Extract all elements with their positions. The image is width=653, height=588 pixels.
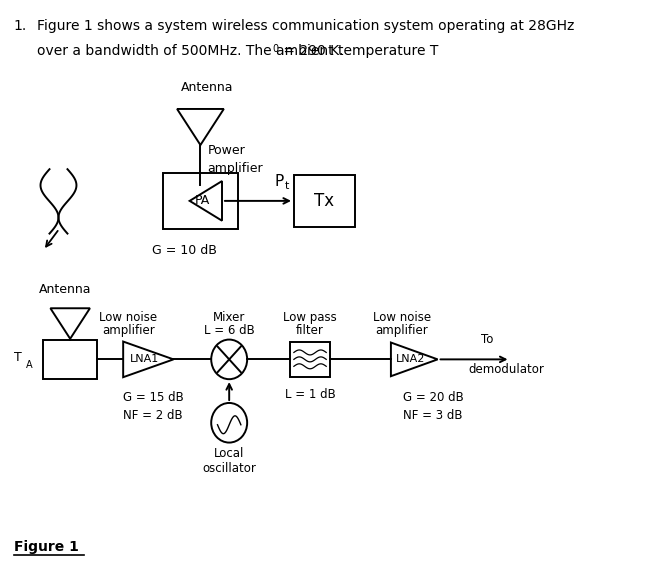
Text: 0: 0 — [272, 44, 278, 54]
Text: G = 20 dB: G = 20 dB — [404, 391, 464, 404]
Text: amplifier: amplifier — [375, 323, 428, 336]
Text: Low noise: Low noise — [99, 310, 157, 324]
Text: Power: Power — [208, 144, 246, 158]
Text: Mixer: Mixer — [213, 310, 246, 324]
Text: G = 10 dB: G = 10 dB — [152, 245, 217, 258]
Text: Tx: Tx — [314, 192, 334, 210]
Text: amplifier: amplifier — [208, 162, 263, 175]
Text: filter: filter — [296, 323, 324, 336]
Bar — [43, 339, 97, 379]
Bar — [291, 342, 330, 377]
Bar — [294, 175, 355, 226]
Text: 1.: 1. — [14, 19, 27, 32]
Text: P: P — [274, 173, 283, 189]
Text: t: t — [285, 181, 289, 191]
Text: demodulator: demodulator — [468, 363, 544, 376]
Text: Local: Local — [214, 446, 244, 460]
Text: Figure 1: Figure 1 — [14, 540, 79, 553]
Bar — [163, 173, 238, 229]
Text: Antenna: Antenna — [181, 81, 233, 94]
Text: L = 6 dB: L = 6 dB — [204, 323, 255, 336]
Text: amplifier: amplifier — [102, 323, 155, 336]
Text: = 290 K.: = 290 K. — [279, 44, 343, 58]
Text: Figure 1 shows a system wireless communication system operating at 28GHz: Figure 1 shows a system wireless communi… — [37, 19, 574, 32]
Text: NF = 2 dB: NF = 2 dB — [123, 409, 183, 422]
Text: LNA1: LNA1 — [130, 355, 159, 365]
Text: over a bandwidth of 500MHz. The ambient temperature T: over a bandwidth of 500MHz. The ambient … — [37, 44, 438, 58]
Text: LNA2: LNA2 — [396, 355, 425, 365]
Text: T: T — [14, 351, 22, 364]
Text: Low pass: Low pass — [283, 310, 337, 324]
Text: A: A — [26, 360, 33, 370]
Text: oscillator: oscillator — [202, 462, 256, 475]
Text: L = 1 dB: L = 1 dB — [285, 388, 336, 401]
Text: Antenna: Antenna — [39, 283, 91, 296]
Text: G = 15 dB: G = 15 dB — [123, 391, 184, 404]
Text: NF = 3 dB: NF = 3 dB — [404, 409, 463, 422]
Text: PA: PA — [195, 195, 210, 208]
Text: To: To — [481, 333, 493, 346]
Text: Low noise: Low noise — [373, 310, 431, 324]
